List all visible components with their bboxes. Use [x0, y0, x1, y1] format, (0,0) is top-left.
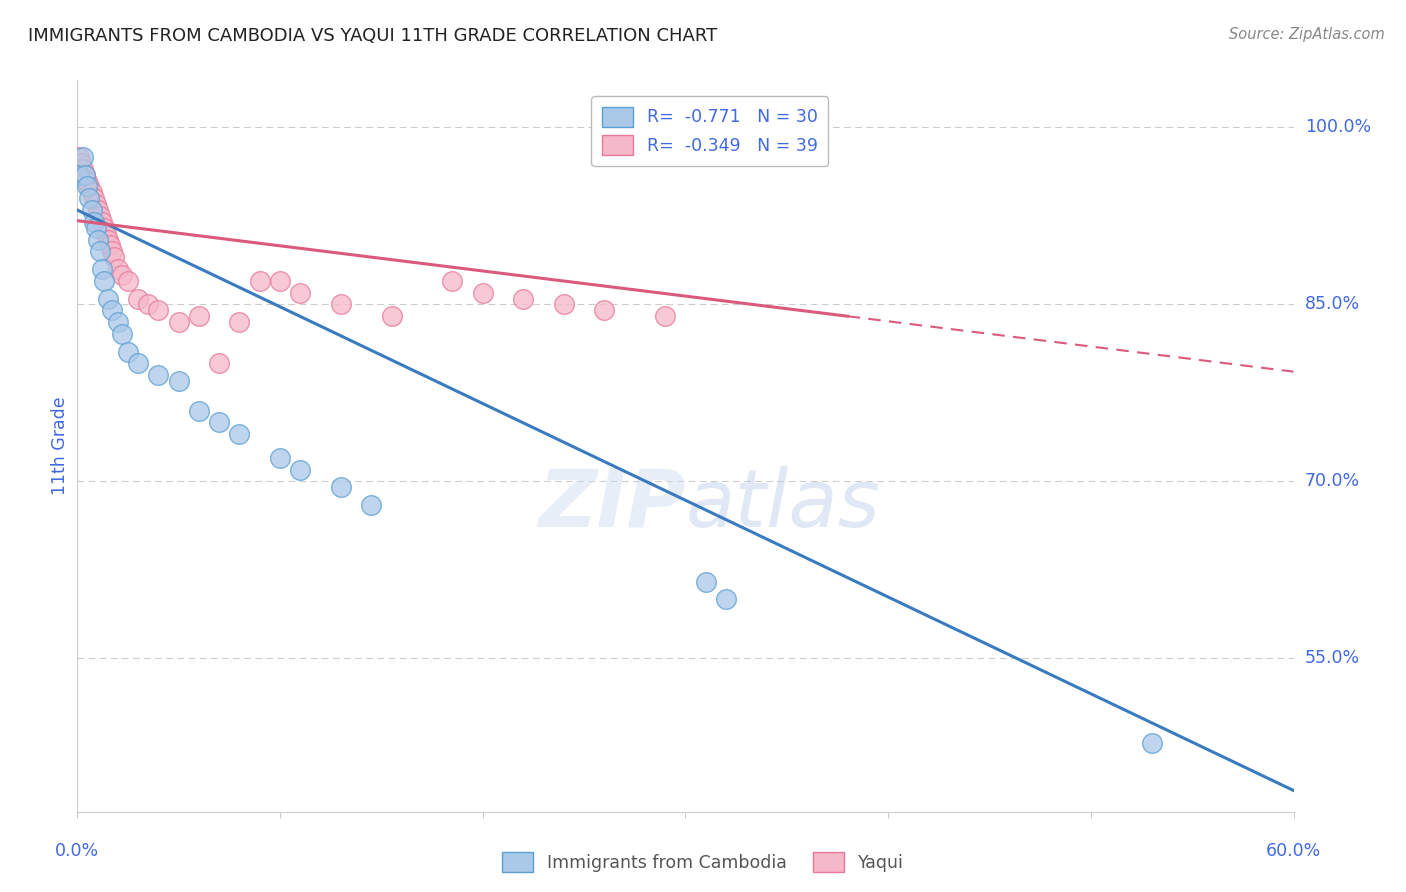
- Point: [76, 173, 98, 187]
- Point: [89, 244, 111, 259]
- Point: [148, 303, 170, 318]
- Text: 85.0%: 85.0%: [1305, 295, 1360, 313]
- Point: [553, 297, 575, 311]
- Text: IMMIGRANTS FROM CAMBODIA VS YAQUI 11TH GRADE CORRELATION CHART: IMMIGRANTS FROM CAMBODIA VS YAQUI 11TH G…: [28, 27, 717, 45]
- Point: [107, 315, 129, 329]
- Point: [714, 592, 737, 607]
- Point: [593, 303, 616, 318]
- Point: [441, 274, 464, 288]
- Point: [654, 310, 676, 324]
- Point: [103, 250, 125, 264]
- Point: [75, 168, 97, 182]
- Legend: R=  -0.771   N = 30, R=  -0.349   N = 39: R= -0.771 N = 30, R= -0.349 N = 39: [592, 96, 828, 166]
- Point: [167, 315, 190, 329]
- Point: [127, 356, 149, 370]
- Point: [111, 326, 134, 341]
- Point: [86, 202, 108, 217]
- Point: [117, 344, 139, 359]
- Point: [83, 191, 105, 205]
- Text: ZIP: ZIP: [538, 466, 686, 543]
- Text: 55.0%: 55.0%: [1305, 649, 1360, 667]
- Point: [188, 403, 211, 417]
- Point: [127, 292, 149, 306]
- Point: [67, 150, 90, 164]
- Point: [94, 227, 117, 241]
- Text: atlas: atlas: [686, 466, 880, 543]
- Point: [89, 209, 111, 223]
- Point: [695, 574, 717, 589]
- Point: [136, 297, 159, 311]
- Point: [90, 215, 112, 229]
- Point: [1140, 736, 1163, 750]
- Y-axis label: 11th Grade: 11th Grade: [51, 397, 69, 495]
- Point: [101, 244, 124, 259]
- Point: [97, 292, 120, 306]
- Text: 60.0%: 60.0%: [1265, 842, 1322, 860]
- Point: [93, 220, 115, 235]
- Point: [93, 274, 115, 288]
- Text: 0.0%: 0.0%: [55, 842, 100, 860]
- Point: [80, 186, 103, 200]
- Point: [107, 262, 129, 277]
- Point: [208, 356, 231, 370]
- Point: [249, 274, 271, 288]
- Point: [111, 268, 134, 282]
- Point: [72, 161, 94, 176]
- Point: [98, 238, 121, 252]
- Point: [329, 297, 352, 311]
- Point: [86, 233, 108, 247]
- Point: [148, 368, 170, 383]
- Point: [228, 427, 250, 442]
- Point: [269, 450, 291, 465]
- Point: [360, 498, 382, 512]
- Point: [79, 179, 101, 194]
- Point: [76, 179, 98, 194]
- Point: [83, 215, 105, 229]
- Text: Source: ZipAtlas.com: Source: ZipAtlas.com: [1229, 27, 1385, 42]
- Point: [90, 262, 112, 277]
- Point: [67, 168, 90, 182]
- Point: [380, 310, 402, 324]
- Point: [75, 168, 97, 182]
- Point: [290, 285, 312, 300]
- Text: 100.0%: 100.0%: [1305, 119, 1371, 136]
- Point: [228, 315, 250, 329]
- Point: [188, 310, 211, 324]
- Point: [97, 233, 120, 247]
- Point: [290, 462, 312, 476]
- Point: [80, 202, 103, 217]
- Point: [512, 292, 534, 306]
- Point: [79, 191, 101, 205]
- Point: [269, 274, 291, 288]
- Point: [167, 374, 190, 388]
- Text: 70.0%: 70.0%: [1305, 473, 1360, 491]
- Point: [471, 285, 494, 300]
- Point: [70, 156, 93, 170]
- Point: [84, 220, 107, 235]
- Point: [208, 416, 231, 430]
- Point: [72, 150, 94, 164]
- Point: [329, 480, 352, 494]
- Point: [84, 197, 107, 211]
- Point: [117, 274, 139, 288]
- Point: [101, 303, 124, 318]
- Legend: Immigrants from Cambodia, Yaqui: Immigrants from Cambodia, Yaqui: [495, 845, 911, 879]
